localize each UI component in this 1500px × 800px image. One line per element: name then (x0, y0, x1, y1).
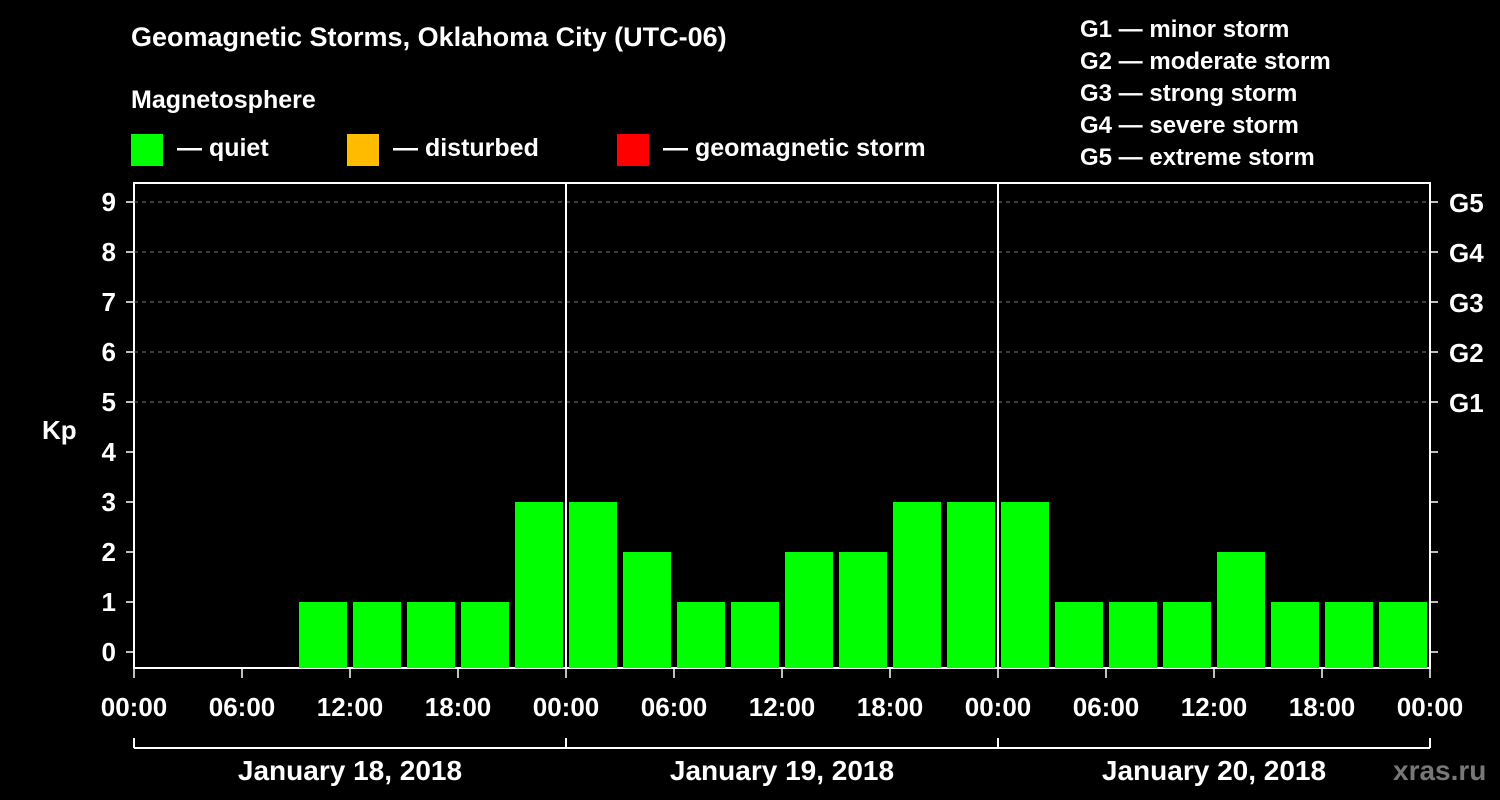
legend-subtitle: Magnetosphere (131, 86, 316, 114)
kp-bar-19 (1163, 602, 1211, 668)
kp-bar-3 (299, 602, 347, 668)
y-tick-label-0: 0 (102, 637, 116, 667)
kp-bar-8 (569, 502, 617, 668)
kp-bar-7 (515, 502, 563, 668)
kp-bar-23 (1379, 602, 1427, 668)
x-tick-label-10: 12:00 (1181, 692, 1248, 722)
date-label-2: January 20, 2018 (1102, 755, 1326, 786)
y-tick-label-2: 2 (102, 537, 116, 567)
kp-bar-20 (1217, 552, 1265, 668)
x-tick-label-11: 18:00 (1289, 692, 1356, 722)
right-axis-label-g5: G5 (1449, 188, 1484, 218)
kp-bar-22 (1325, 602, 1373, 668)
x-tick-label-0: 00:00 (101, 692, 168, 722)
kp-bar-18 (1109, 602, 1157, 668)
kp-bar-5 (407, 602, 455, 668)
x-tick-label-12: 00:00 (1397, 692, 1464, 722)
date-label-1: January 19, 2018 (670, 755, 894, 786)
legend-swatch-quiet (131, 134, 163, 166)
kp-bar-11 (731, 602, 779, 668)
storm-scale-legend: G1 — minor storm G2 — moderate storm G3 … (1080, 14, 1331, 174)
legend-label-quiet: — quiet (177, 134, 269, 162)
x-tick-label-1: 06:00 (209, 692, 276, 722)
x-tick-label-3: 18:00 (425, 692, 492, 722)
kp-bar-10 (677, 602, 725, 668)
kp-bar-6 (461, 602, 509, 668)
legend-swatch-disturbed (347, 134, 379, 166)
y-tick-label-3: 3 (102, 487, 116, 517)
legend-swatch-storm (617, 134, 649, 166)
kp-bar-16 (1001, 502, 1049, 668)
x-tick-label-8: 00:00 (965, 692, 1032, 722)
x-tick-label-5: 06:00 (641, 692, 708, 722)
y-tick-label-5: 5 (102, 387, 116, 417)
storm-scale-g2: G2 — moderate storm (1080, 48, 1331, 75)
watermark: xras.ru (1393, 755, 1487, 786)
storm-scale-g1: G1 — minor storm (1080, 16, 1290, 43)
y-tick-label-4: 4 (102, 437, 117, 467)
storm-scale-g4: G4 — severe storm (1080, 112, 1299, 139)
date-label-0: January 18, 2018 (238, 755, 462, 786)
y-tick-label-6: 6 (102, 337, 116, 367)
legend-label-disturbed: — disturbed (393, 134, 539, 162)
x-tick-label-9: 06:00 (1073, 692, 1140, 722)
kp-bar-12 (785, 552, 833, 668)
right-axis-label-g3: G3 (1449, 288, 1484, 318)
y-tick-label-7: 7 (102, 287, 116, 317)
kp-bar-17 (1055, 602, 1103, 668)
x-tick-label-4: 00:00 (533, 692, 600, 722)
kp-bar-15 (947, 502, 995, 668)
kp-bar-4 (353, 602, 401, 668)
y-tick-label-1: 1 (102, 587, 116, 617)
x-tick-label-7: 18:00 (857, 692, 924, 722)
chart-title: Geomagnetic Storms, Oklahoma City (UTC-0… (131, 22, 727, 52)
kp-bar-9 (623, 552, 671, 668)
right-axis-label-g1: G1 (1449, 388, 1484, 418)
y-tick-label-8: 8 (102, 237, 116, 267)
right-axis-label-g2: G2 (1449, 338, 1484, 368)
kp-bar-21 (1271, 602, 1319, 668)
kp-bar-13 (839, 552, 887, 668)
storm-scale-g3: G3 — strong storm (1080, 80, 1298, 107)
x-tick-label-2: 12:00 (317, 692, 384, 722)
legend-label-storm: — geomagnetic storm (663, 134, 926, 162)
storm-scale-g5: G5 — extreme storm (1080, 144, 1315, 171)
y-axis-label: Kp (42, 415, 77, 445)
x-tick-label-6: 12:00 (749, 692, 816, 722)
kp-bar-14 (893, 502, 941, 668)
right-axis-label-g4: G4 (1449, 238, 1484, 268)
y-tick-label-9: 9 (102, 187, 116, 217)
